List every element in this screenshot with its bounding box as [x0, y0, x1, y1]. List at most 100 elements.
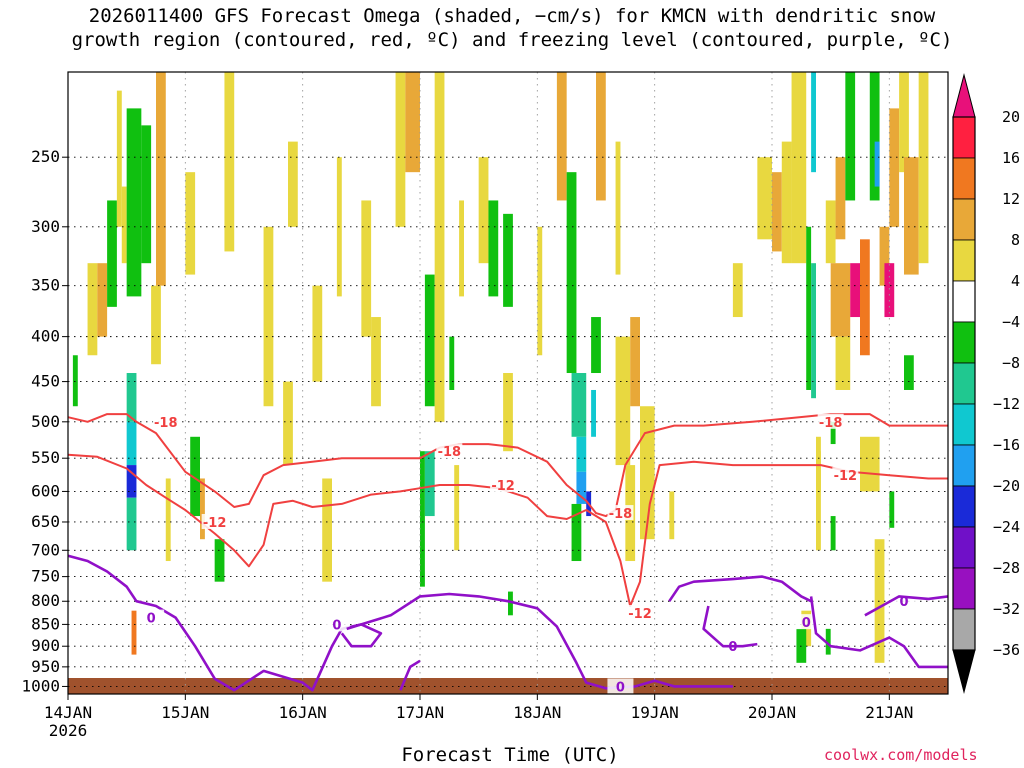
colorbar-bin [952, 362, 976, 405]
omega-cell [288, 141, 298, 227]
temperature-contours: -18 -18 -18 -18 -12 -12 -12 -12 0 0 0 0 0 0 [67, 413, 949, 695]
omega-cell [116, 90, 122, 227]
contour-label-bg [607, 505, 634, 521]
omega-cell [591, 389, 596, 437]
contour-label: -18 [154, 416, 178, 431]
y-tick-label: 400 [31, 327, 60, 346]
contour-label: -18 [609, 507, 633, 522]
colorbar-label: −20 [993, 477, 1020, 495]
omega-cell [615, 336, 631, 466]
omega-cell [791, 72, 807, 264]
omega-cell [395, 72, 406, 227]
omega-cell [107, 200, 117, 307]
omega-cell [899, 72, 909, 173]
omega-cell [478, 157, 489, 264]
colorbar-bin [952, 567, 976, 610]
omega-cell [850, 263, 860, 318]
omega-cell [879, 226, 890, 286]
credit-link[interactable]: coolwx.com/models [824, 746, 978, 764]
omega-cell [757, 157, 772, 240]
x-tick-label: 14JAN [44, 703, 92, 722]
y-tick-label: 750 [31, 567, 60, 586]
y-tick-label: 850 [31, 614, 60, 633]
omega-cell [503, 213, 513, 307]
contour-label: -12 [491, 479, 515, 494]
omega-cell [845, 72, 856, 201]
x-axis-label: Forecast Time (UTC) [401, 744, 619, 766]
x-tick-label: 16JAN [279, 703, 327, 722]
chart-title-line-2: growth region (contoured, red, ºC) and f… [71, 29, 953, 51]
contour-line [67, 453, 948, 607]
omega-cell [732, 263, 743, 318]
omega-cell [874, 539, 885, 663]
omega-cell [904, 355, 914, 390]
omega-cell [596, 72, 606, 201]
colorbar-top-arrow [952, 73, 976, 118]
omega-cell [869, 72, 880, 201]
colorbar-bin [952, 444, 976, 487]
omega-cell [449, 336, 455, 390]
contour-line [67, 554, 733, 692]
contour-label: -18 [438, 445, 462, 460]
omega-cell [811, 72, 816, 173]
omega-cell [835, 157, 846, 240]
colorbar-label: 4 [1011, 272, 1020, 290]
y-tick-label: 600 [31, 481, 60, 500]
colorbar-bottom-arrow [952, 649, 976, 694]
contour-label-bg [817, 413, 844, 429]
x-tick-sublabel: 2026 [49, 721, 88, 740]
contour-line [399, 659, 421, 691]
contour-label: 0 [616, 680, 625, 695]
omega-cell [781, 141, 792, 264]
omega-cell [87, 263, 98, 356]
omega-cell [508, 591, 513, 616]
omega-cell [860, 239, 870, 356]
colorbar-label: 20 [1002, 108, 1020, 126]
contour-label-bg [152, 413, 179, 429]
omega-cell [322, 478, 332, 582]
contour-label-bg [323, 616, 350, 632]
omega-cell [874, 141, 880, 187]
x-tick-label: 18JAN [513, 703, 561, 722]
omega-cell [669, 491, 675, 540]
colorbar-label: −16 [993, 436, 1020, 454]
contour-line [809, 596, 948, 669]
y-tick-label: 250 [31, 147, 60, 166]
colorbar: 20 16 12 8 4 −4 −8 −12 −16 −20 −24 −28 −32 −36 [952, 73, 1020, 694]
omega-cell [571, 373, 587, 437]
y-tick-label: 1000 [21, 676, 60, 695]
y-tick-label: 700 [31, 540, 60, 559]
y-tick-label: 550 [31, 448, 60, 467]
contour-label: 0 [899, 595, 908, 610]
omega-cell [121, 186, 127, 264]
contour-label: -12 [834, 469, 858, 484]
omega-cell [224, 72, 235, 252]
colorbar-bin [952, 485, 976, 528]
colorbar-label: −12 [993, 395, 1020, 413]
plot-frame [67, 71, 949, 695]
omega-cell [156, 72, 166, 286]
contour-line [340, 623, 383, 648]
chart-title: 2026011400 GFS Forecast Omega (shaded, −… [0, 4, 1024, 52]
contour-label: 0 [147, 612, 156, 627]
omega-cell [918, 72, 929, 264]
omega-cell [830, 421, 836, 445]
omega-cell [97, 263, 108, 337]
colorbar-bin [952, 403, 976, 446]
contour-label-bg [832, 467, 859, 483]
omega-cell [263, 226, 274, 407]
omega-cell [537, 226, 543, 356]
omega-cell [151, 285, 161, 365]
omega-cell [630, 317, 640, 407]
contour-label-bg [607, 678, 634, 694]
omega-cell [126, 497, 137, 551]
omega-cell [200, 478, 205, 540]
colorbar-bin [952, 116, 976, 159]
contour-line [702, 605, 758, 648]
y-axis-ticks: 250 300 350 400 450 500 550 600 650 700 750 800 850 9… [21, 147, 68, 695]
colorbar-bin [952, 239, 976, 282]
omega-cell [371, 317, 381, 407]
contour-label: -12 [628, 607, 652, 622]
omega-cell [434, 72, 445, 422]
